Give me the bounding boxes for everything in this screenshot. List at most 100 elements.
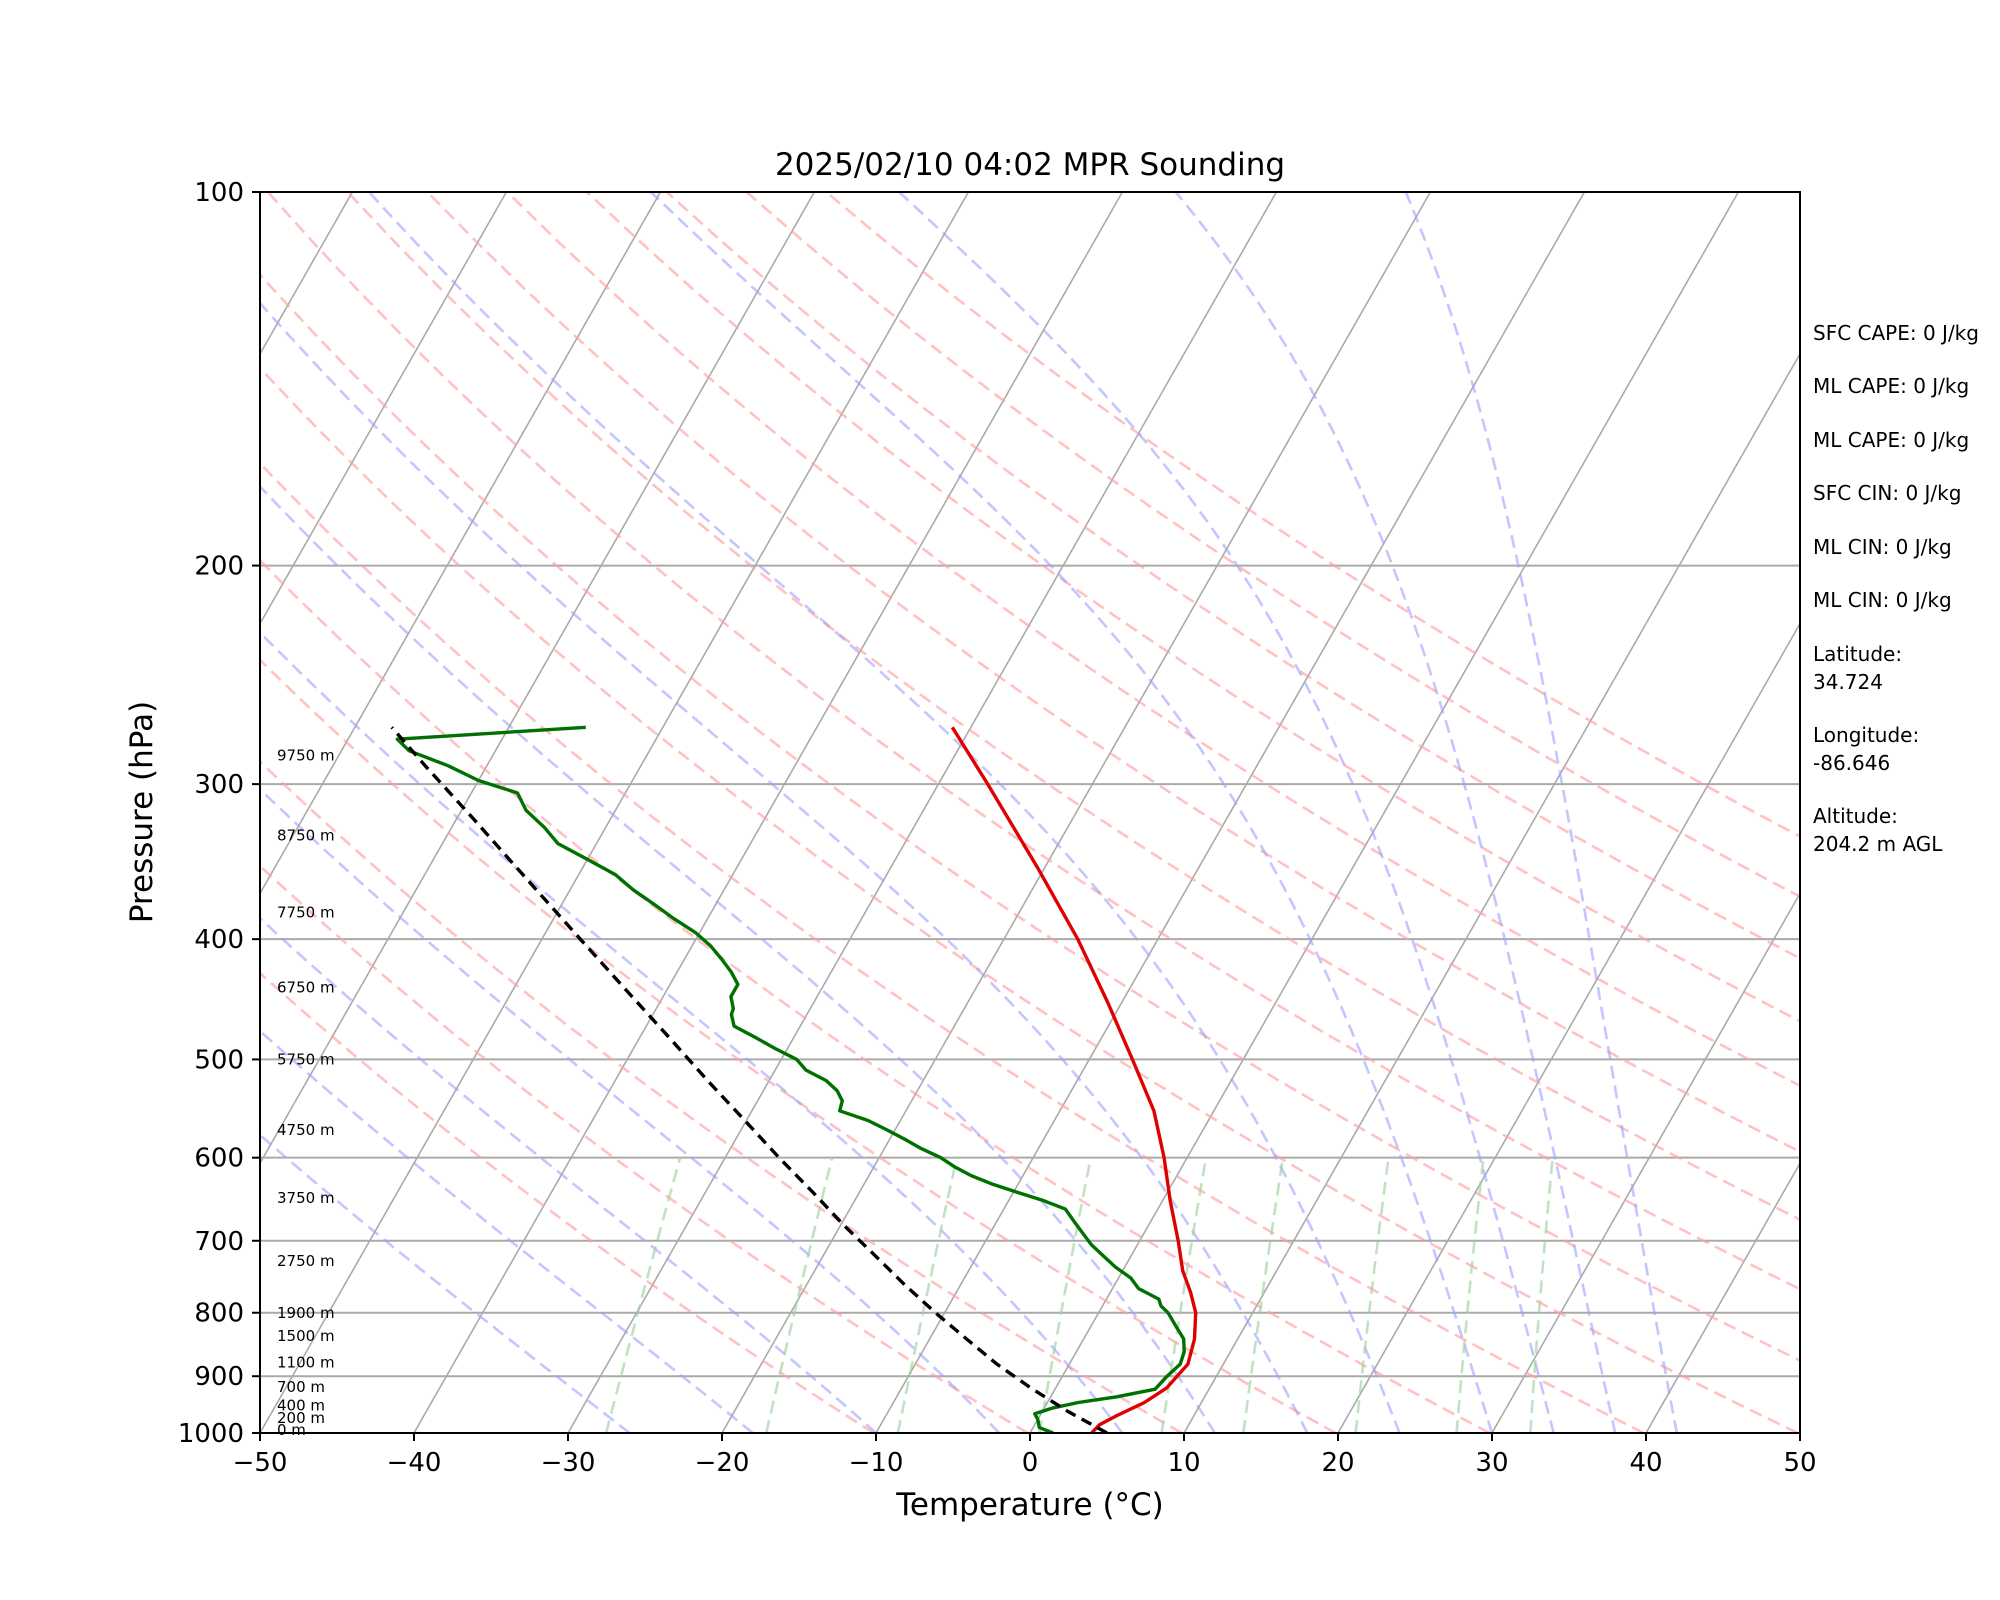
x-tick-label: −10	[849, 1448, 904, 1478]
y-tick-label: 200	[194, 552, 244, 582]
height-label: 4750 m	[277, 1121, 335, 1139]
mixing-ratio-line	[1038, 1157, 1092, 1433]
dry-adiabat	[426, 192, 1800, 1154]
dry-adiabat	[260, 272, 1800, 1363]
x-tick-label: 20	[1321, 1448, 1354, 1478]
y-tick-label: 800	[194, 1299, 244, 1329]
moist-adiabat	[260, 630, 1124, 1433]
height-label: 1500 m	[277, 1327, 335, 1345]
isotherm-line	[567, 192, 1278, 1433]
y-tick-label: 400	[194, 925, 244, 955]
latitude-value: 34.724	[1813, 670, 1883, 694]
height-label: 1900 m	[277, 1304, 335, 1322]
height-label: 700 m	[277, 1378, 325, 1396]
height-label: 3750 m	[277, 1189, 335, 1207]
x-tick-label: 10	[1167, 1448, 1200, 1478]
dry-adiabat	[586, 192, 1800, 1023]
height-label: 6750 m	[277, 979, 335, 997]
moist-adiabat	[260, 1133, 631, 1433]
dry-adiabat	[346, 192, 1800, 1222]
moist-adiabat	[898, 192, 1555, 1433]
chart-title: 2025/02/10 04:02 MPR Sounding	[775, 147, 1285, 183]
y-tick-label: 1000	[178, 1419, 244, 1449]
sounding-info-panel: SFC CAPE: 0 J/kg ML CAPE: 0 J/kg ML CAPE…	[1813, 321, 1979, 856]
height-label: 1100 m	[277, 1353, 335, 1371]
dry-adiabat	[260, 461, 1645, 1433]
x-axis-label: Temperature (°C)	[895, 1487, 1164, 1523]
x-tick-label: −30	[541, 1448, 596, 1478]
isotherm-line	[260, 192, 816, 1165]
isotherm-line	[1029, 192, 1740, 1433]
isotherm-line	[721, 192, 1432, 1433]
moist-adiabat	[260, 916, 877, 1433]
altitude-value: 204.2 m AGL	[1813, 832, 1943, 856]
temperature-line	[950, 726, 1198, 1433]
dry-adiabat	[266, 192, 1800, 1291]
ml-cin-text-2: ML CIN: 0 J/kg	[1813, 588, 1952, 612]
mixing-ratio-line	[764, 1157, 834, 1433]
height-label: 2750 m	[277, 1252, 335, 1270]
mixing-ratio-line	[1455, 1157, 1485, 1433]
y-tick-label: 100	[194, 178, 244, 208]
isobar-lines	[260, 192, 1800, 1433]
x-tick-label: −20	[695, 1448, 750, 1478]
altitude-label: Altitude:	[1813, 804, 1898, 828]
y-tick-label: 600	[194, 1144, 244, 1174]
isotherm-line	[260, 192, 970, 1433]
dry-adiabats	[260, 192, 1800, 1433]
height-label: 7750 m	[277, 904, 335, 922]
moist-adiabat	[260, 787, 1001, 1433]
moist-adiabat	[368, 192, 1401, 1433]
ml-cape-text-2: ML CAPE: 0 J/kg	[1813, 428, 1969, 452]
isotherm-line	[1337, 622, 1800, 1433]
moist-adiabat	[1404, 192, 1679, 1433]
isotherm-line	[260, 192, 508, 626]
dry-adiabat	[260, 864, 1029, 1433]
y-axis-label: Pressure (hPa)	[124, 701, 160, 923]
height-label: 9750 m	[277, 746, 335, 764]
plot-area	[260, 192, 1800, 1433]
mixing-ratio-line	[604, 1157, 682, 1433]
height-label: 200 m	[277, 1409, 325, 1427]
mixing-ratio-line	[1354, 1157, 1390, 1433]
mixing-ratio-line	[1160, 1157, 1208, 1433]
height-label: 8750 m	[277, 827, 335, 845]
x-tick-label: 30	[1475, 1448, 1508, 1478]
isotherm-line	[260, 192, 662, 896]
x-tick-label: 0	[1022, 1448, 1039, 1478]
y-axis-ticks: 100 200 300 400 500 600 700 800 900 1000	[178, 178, 260, 1449]
isotherm-line	[1183, 352, 1800, 1433]
dry-adiabat	[745, 192, 1800, 899]
isotherm-line	[875, 192, 1586, 1433]
isotherm-line	[1645, 1161, 1800, 1433]
moist-adiabats	[260, 192, 1679, 1433]
parcel-line	[390, 726, 1108, 1433]
dry-adiabat	[260, 759, 1183, 1433]
mixing-ratio-lines	[604, 1157, 1554, 1433]
ml-cin-text: ML CIN: 0 J/kg	[1813, 535, 1952, 559]
dry-adiabat	[665, 192, 1800, 960]
x-tick-label: −50	[233, 1448, 288, 1478]
latitude-label: Latitude:	[1813, 642, 1902, 666]
dry-adiabat	[260, 558, 1491, 1433]
x-tick-label: 50	[1783, 1448, 1816, 1478]
sfc-cape-text: SFC CAPE: 0 J/kg	[1813, 321, 1979, 345]
dewpoint-line	[395, 725, 1186, 1433]
ml-cape-text: ML CAPE: 0 J/kg	[1813, 374, 1969, 398]
mixing-ratio-line	[1529, 1157, 1554, 1433]
isotherm-line	[1491, 891, 1800, 1433]
x-tick-label: 40	[1629, 1448, 1662, 1478]
longitude-value: -86.646	[1813, 751, 1890, 775]
mixing-ratio-line	[1242, 1157, 1285, 1433]
y-tick-label: 300	[194, 770, 244, 800]
x-axis-ticks: −50 −40 −30 −20 −10 0 10 20 30 40 50	[233, 1433, 1817, 1478]
y-tick-label: 700	[194, 1227, 244, 1257]
y-tick-label: 900	[194, 1362, 244, 1392]
moist-adiabat	[1174, 192, 1617, 1433]
dry-adiabat	[260, 658, 1337, 1433]
moist-adiabat	[260, 301, 1309, 1433]
isotherm-line	[413, 192, 1124, 1433]
moist-adiabat	[260, 1029, 754, 1433]
